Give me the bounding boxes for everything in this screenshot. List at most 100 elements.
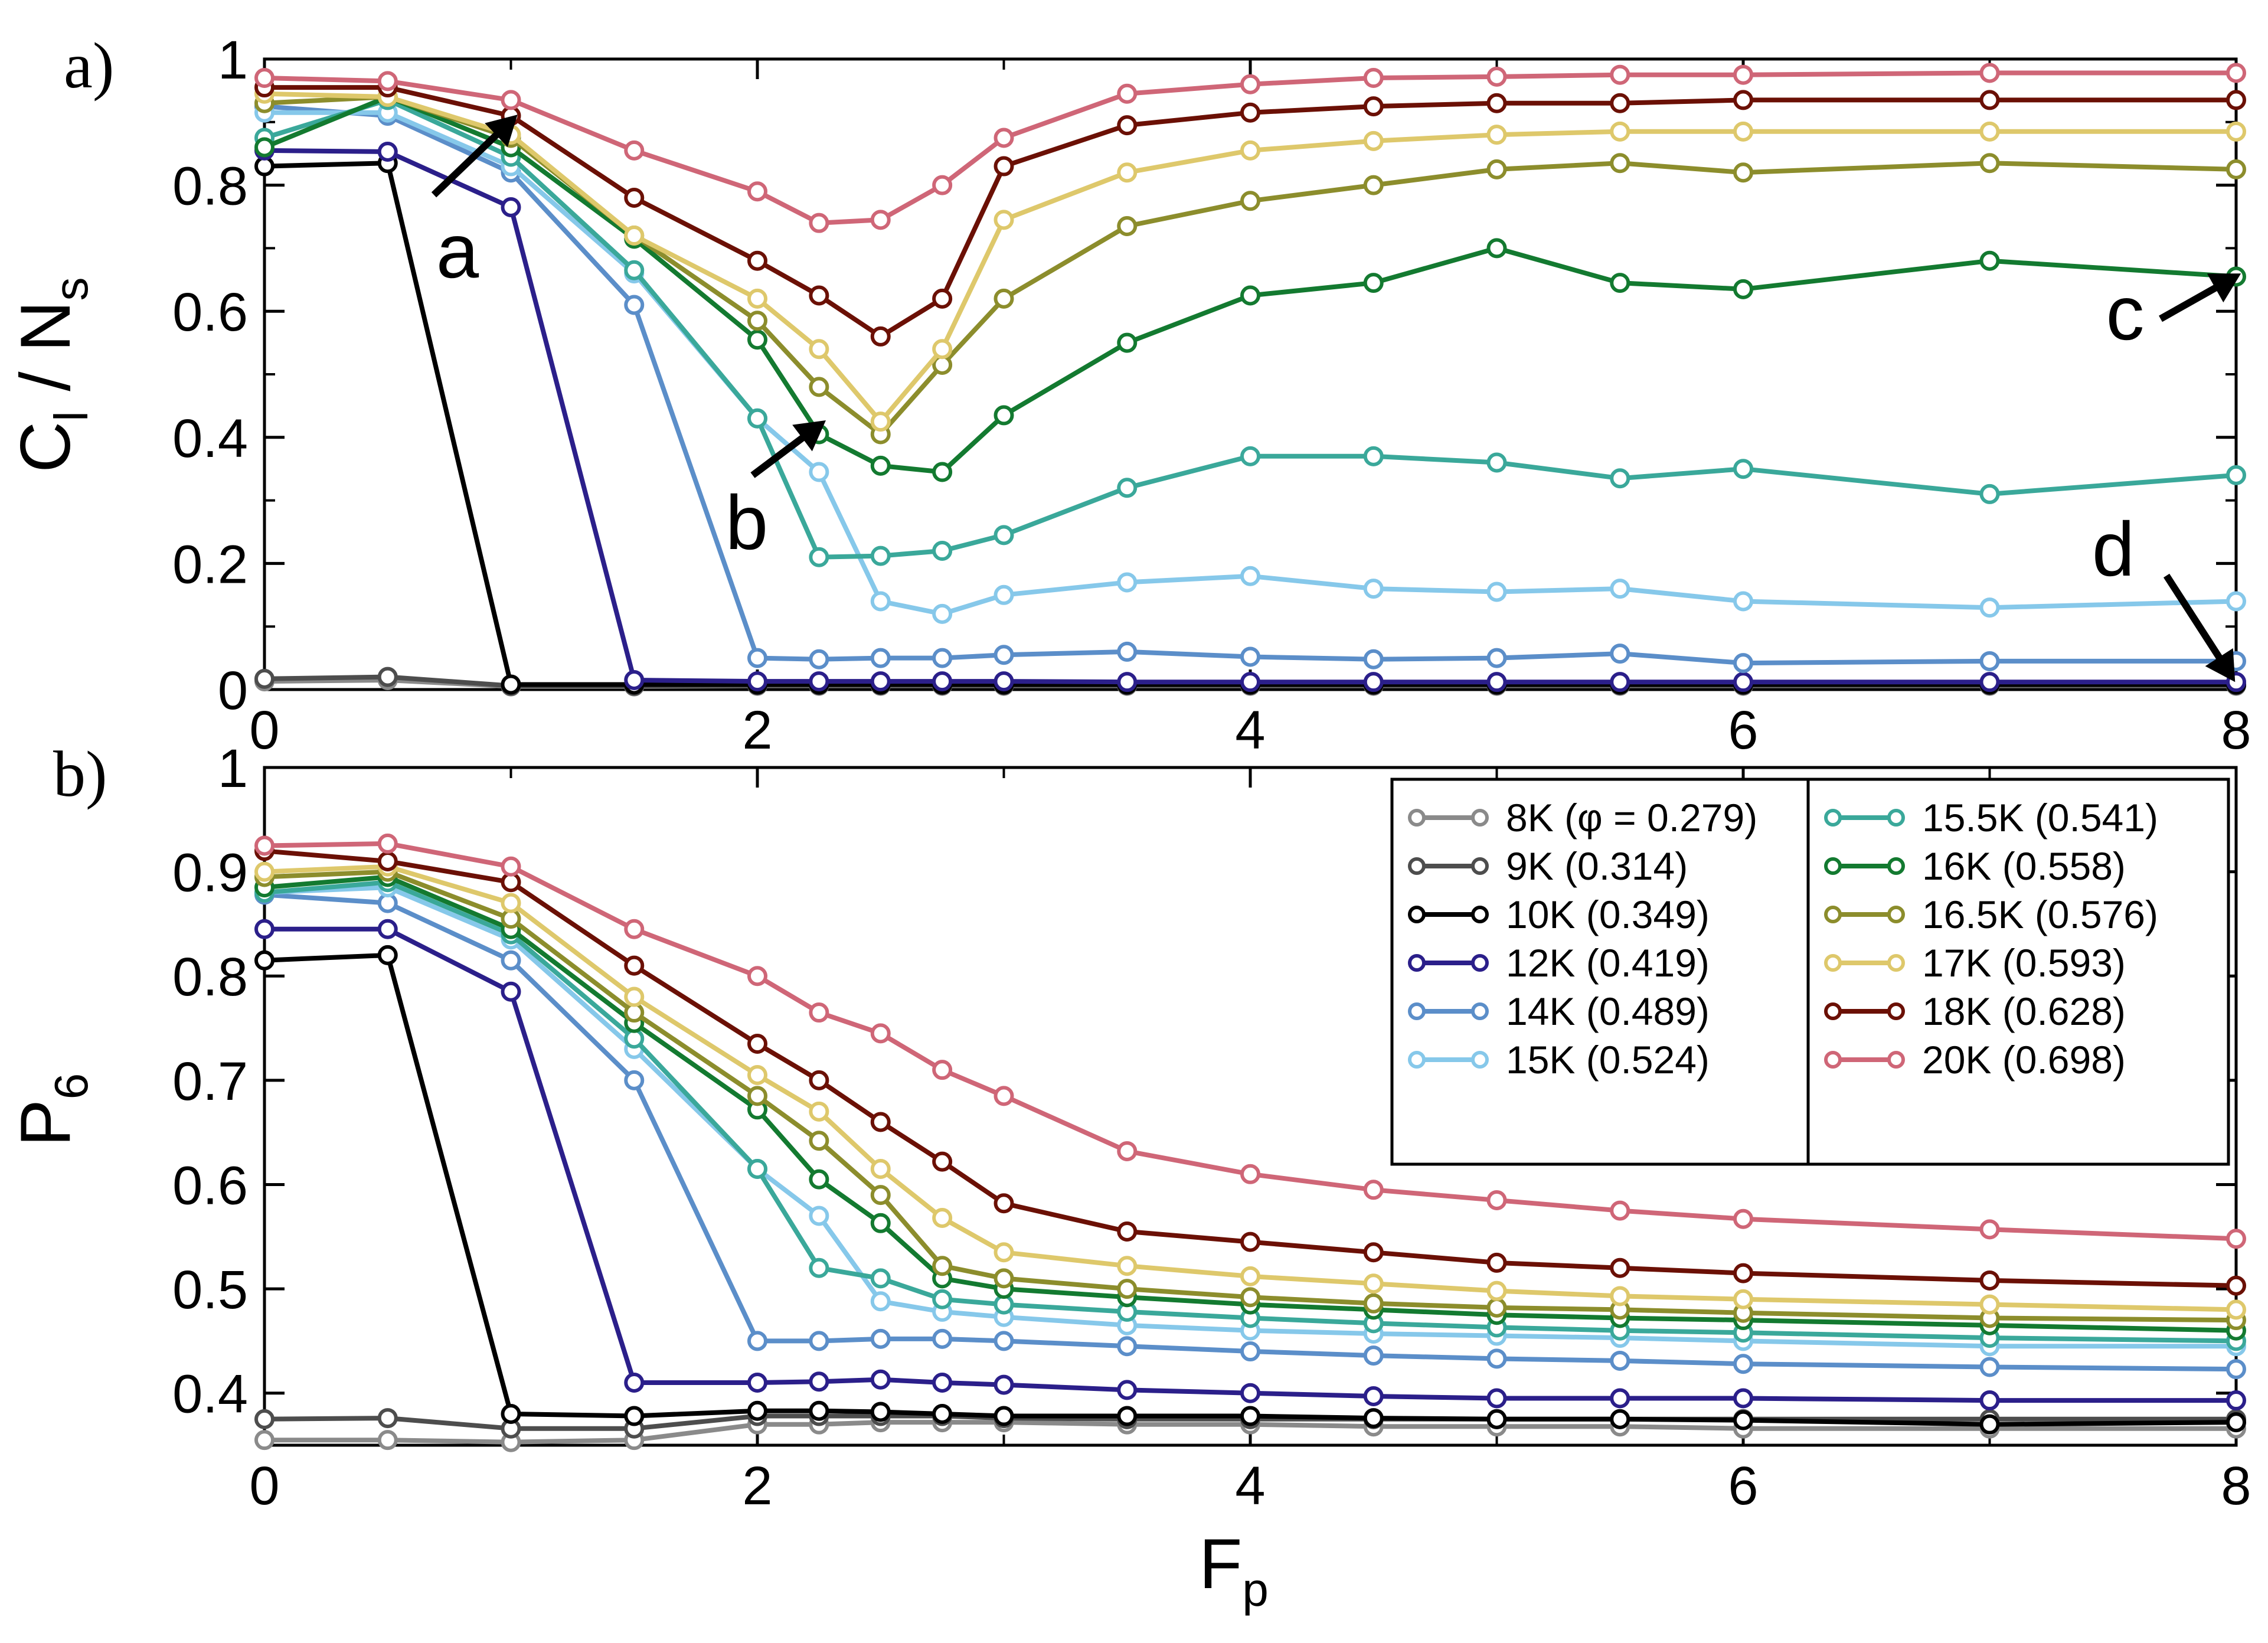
- legend-label: 16K (0.558): [1922, 844, 2126, 888]
- data-point-17K: [1610, 121, 1630, 142]
- data-point-14K: [809, 1331, 829, 1351]
- data-point-20K: [932, 1060, 953, 1080]
- data-point-15K: [809, 1206, 829, 1226]
- data-point-20K: [1240, 1164, 1260, 1184]
- data-point-12K: [1486, 1388, 1507, 1409]
- legend-label: 18K (0.628): [1922, 989, 2126, 1033]
- data-point-16K: [1610, 273, 1630, 293]
- data-point-20K: [1733, 64, 1753, 85]
- data-point-18K: [1610, 1257, 1630, 1278]
- data-point-16.5K: [1240, 1287, 1260, 1308]
- data-point-16K: [1363, 273, 1384, 293]
- legend-marker: [1824, 1051, 1842, 1069]
- data-point-10K: [1117, 1406, 1138, 1426]
- y-axis-label-sub: s: [45, 277, 97, 300]
- x-tick-label: 8: [2221, 1456, 2251, 1516]
- data-point-20K: [994, 1086, 1014, 1106]
- data-point-10K: [870, 1402, 891, 1422]
- y-tick-label: 0.2: [172, 534, 248, 595]
- data-point-18K: [1117, 1221, 1138, 1242]
- legend-label: 20K (0.698): [1922, 1038, 2126, 1082]
- data-point-17K: [1486, 1281, 1507, 1301]
- data-point-18K: [1486, 93, 1507, 113]
- data-point-16K: [932, 462, 953, 482]
- y-tick-label: 1: [218, 30, 248, 90]
- legend: 8K (φ = 0.279)9K (0.314) 10K (0.349) 12K (…: [1390, 778, 2230, 1166]
- data-point-16.5K: [1486, 159, 1507, 179]
- data-point-20K: [1486, 1190, 1507, 1210]
- data-point-12K: [624, 669, 645, 690]
- data-point-14K: [870, 1328, 891, 1349]
- data-point-17K: [809, 1101, 829, 1122]
- legend-label: 15K (0.524): [1506, 1038, 1710, 1082]
- data-point-16.5K: [1240, 191, 1260, 211]
- annotation-arrowhead: [792, 420, 826, 452]
- data-point-18K: [1610, 93, 1630, 113]
- data-point-15.5K: [1733, 459, 1753, 479]
- legend-label: 16.5K (0.576): [1922, 893, 2158, 936]
- data-point-10K: [1363, 1408, 1384, 1429]
- data-point-12K: [254, 919, 274, 939]
- legend-marker: [1887, 906, 1905, 923]
- y-tick-label: 1: [218, 739, 248, 799]
- data-point-16.5K: [809, 377, 829, 397]
- legend-box-right: [1806, 778, 2230, 1166]
- data-point-17K: [2226, 1299, 2246, 1320]
- data-point-14K: [747, 648, 767, 668]
- data-point-18K: [809, 285, 829, 306]
- data-point-17K: [1363, 130, 1384, 151]
- x-tick-label: 2: [742, 1456, 772, 1516]
- data-point-12K: [870, 1369, 891, 1390]
- data-point-18K: [624, 955, 645, 976]
- data-point-20K: [2226, 63, 2246, 83]
- annotation-arrow: [2163, 573, 2229, 669]
- data-point-18K: [1363, 96, 1384, 117]
- data-point-18K: [377, 851, 398, 871]
- data-point-10K: [1733, 1410, 1753, 1430]
- data-point-17K: [994, 210, 1014, 230]
- data-point-15.5K: [2226, 465, 2246, 485]
- data-point-16.5K: [809, 1131, 829, 1151]
- data-point-15.5K: [1979, 484, 2000, 504]
- legend-marker: [1824, 1002, 1842, 1020]
- data-point-17K: [1240, 140, 1260, 161]
- data-point-15.5K: [932, 1289, 953, 1309]
- legend-marker: [1887, 809, 1905, 827]
- data-point-14K: [2226, 1359, 2246, 1380]
- data-point-16.5K: [1117, 216, 1138, 237]
- data-point-20K: [254, 835, 274, 856]
- legend-marker: [1408, 906, 1426, 923]
- panel-a: 0 2 4 6 8 0 0.2 0.4 0.6 0.8 1 a) Cl / Ns a b c d: [6, 30, 2251, 760]
- annotation-label-b: b: [726, 479, 768, 566]
- annotation-arrow: [431, 124, 508, 198]
- legend-marker: [1408, 809, 1426, 827]
- y-axis-label-sub: l: [45, 411, 97, 422]
- legend-marker: [1471, 1051, 1489, 1069]
- legend-label: 12K (0.419): [1506, 941, 1710, 985]
- data-point-14K: [1486, 1348, 1507, 1369]
- data-point-20K: [1117, 1141, 1138, 1161]
- data-point-17K: [932, 1207, 953, 1228]
- data-point-12K: [747, 1373, 767, 1393]
- data-point-14K: [1979, 1357, 2000, 1377]
- data-point-15K: [870, 591, 891, 612]
- data-point-12K: [1486, 672, 1507, 693]
- data-point-18K: [1979, 1270, 2000, 1291]
- data-point-10K: [747, 1400, 767, 1421]
- data-point-16.5K: [2226, 159, 2246, 179]
- data-point-20K: [747, 181, 767, 202]
- data-point-20K: [1979, 63, 2000, 83]
- legend-marker: [1408, 857, 1426, 875]
- data-point-20K: [1363, 1180, 1384, 1200]
- data-point-18K: [870, 326, 891, 347]
- data-point-20K: [1733, 1208, 1753, 1229]
- data-point-14K: [1117, 641, 1138, 662]
- y-tick-label: 0.8: [172, 156, 248, 217]
- data-point-17K: [1979, 121, 2000, 142]
- y-tick-label: 0.4: [172, 409, 248, 469]
- legend-marker: [1824, 954, 1842, 972]
- y-tick-label: 0.9: [172, 843, 248, 903]
- annotation-label-a: a: [436, 208, 479, 294]
- data-point-20K: [501, 856, 521, 877]
